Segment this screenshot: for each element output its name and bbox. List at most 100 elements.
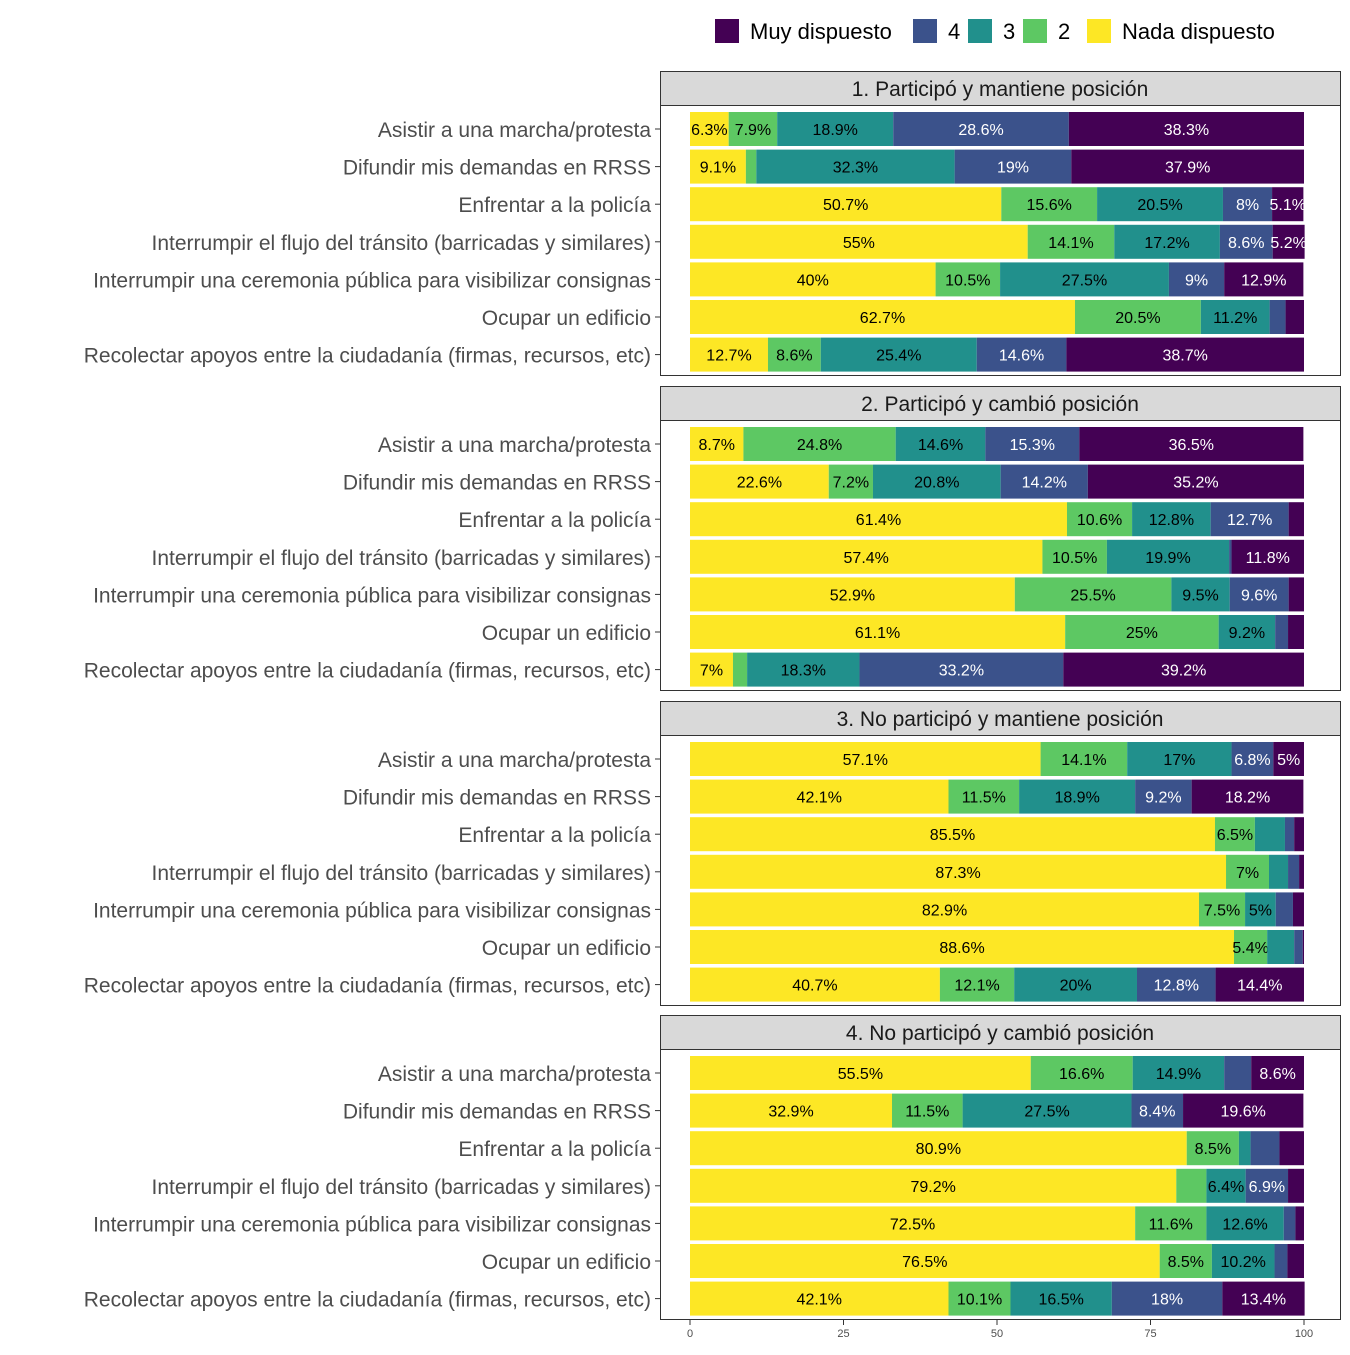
x-tick-label: 100 (1295, 1328, 1313, 1340)
x-tick-label: 25 (837, 1328, 849, 1340)
data-label: 85.5% (930, 827, 975, 844)
data-label: 6.3% (691, 122, 727, 139)
bar-segment (1210, 502, 1289, 537)
data-label: 19.6% (1221, 1104, 1266, 1121)
bar-segment (743, 427, 896, 461)
bar-segment (1074, 300, 1201, 334)
legend-label: 4 (948, 19, 960, 44)
bar-segment (1042, 539, 1107, 574)
data-label: 14.2% (1022, 475, 1067, 492)
bar-segment (1224, 262, 1304, 297)
bar-segment (690, 817, 1215, 852)
bar-segment (690, 615, 1066, 649)
category-label: Interrumpir una ceremonia pública para v… (93, 1213, 651, 1236)
bar-segment (1159, 1244, 1212, 1278)
category-label: Ocupar un edificio (482, 937, 651, 960)
category-label: Asistir a una marcha/protesta (378, 119, 651, 142)
panel-strip (660, 1015, 1341, 1050)
bar-segment (1206, 1206, 1284, 1241)
bar-segment (1068, 112, 1304, 146)
bar-segment (1079, 427, 1304, 461)
bar-segment (1106, 539, 1230, 574)
data-label: 5% (1249, 902, 1272, 919)
data-label: 12.7% (706, 348, 751, 365)
bar-segment (690, 464, 829, 499)
data-label: 5.2% (1270, 235, 1306, 252)
bar-segment (1135, 1206, 1207, 1241)
bar-segment (1224, 1056, 1252, 1090)
bar-segment (1222, 1281, 1305, 1316)
category-label: Recolectar apoyos entre la ciudadanía (f… (84, 345, 651, 368)
bar-segment (690, 1281, 949, 1316)
data-label: 10.5% (1052, 550, 1097, 567)
data-label: 35.2% (1173, 475, 1218, 492)
data-label: 8.6% (1259, 1066, 1295, 1083)
data-label: 17% (1163, 752, 1195, 769)
data-label: 11.2% (1213, 310, 1257, 327)
bar-segment (1111, 1281, 1223, 1316)
bar-segment (690, 262, 936, 297)
category-label: Recolectar apoyos entre la ciudadanía (f… (84, 975, 651, 998)
data-label: 11.6% (1149, 1216, 1193, 1233)
bar-segment (1288, 1168, 1304, 1203)
data-label: 22.6% (737, 475, 782, 492)
legend-label: Nada dispuesto (1122, 19, 1275, 44)
data-label: 36.5% (1169, 437, 1214, 454)
bar-segment (1065, 615, 1219, 649)
data-label: 5.4% (1232, 940, 1268, 957)
bar-segment (1269, 854, 1289, 889)
data-label: 18% (1151, 1292, 1183, 1309)
bar-segment (690, 577, 1015, 612)
data-label: 18.9% (1054, 790, 1099, 807)
data-label: 62.7% (860, 310, 905, 327)
category-label: Difundir mis demandas en RRSS (343, 787, 651, 810)
bar-segment (976, 337, 1067, 372)
bar-segment (1001, 187, 1098, 222)
category-label: Difundir mis demandas en RRSS (343, 157, 651, 180)
bar-segment (756, 149, 955, 184)
data-label: 18.9% (813, 122, 858, 139)
bar-segment (1274, 1244, 1288, 1278)
data-label: 27.5% (1024, 1104, 1069, 1121)
bar-segment (1285, 300, 1304, 334)
data-label: 6.4% (1208, 1179, 1244, 1196)
data-label: 18.2% (1225, 790, 1270, 807)
bar-segment (872, 464, 1001, 499)
bar-segment (1040, 742, 1128, 776)
data-label: 42.1% (797, 790, 842, 807)
legend-label: Muy dispuesto (750, 19, 892, 44)
data-label: 14.1% (1061, 752, 1106, 769)
bar-segment (690, 652, 733, 687)
bar-segment (1218, 615, 1276, 649)
category-label: Enfrentar a la policía (458, 1138, 651, 1161)
data-label: 10.6% (1077, 512, 1122, 529)
category-label: Asistir a una marcha/protesta (378, 749, 651, 772)
data-label: 16.5% (1038, 1292, 1083, 1309)
category-label: Interrumpir una ceremonia pública para v… (93, 584, 651, 607)
bar-segment (1191, 779, 1304, 814)
data-label: 20.5% (1115, 310, 1160, 327)
bar-segment (1199, 892, 1246, 927)
data-label: 27.5% (1062, 272, 1107, 289)
bar-segment (1114, 224, 1220, 259)
bar-segment (1294, 817, 1304, 852)
data-label: 12.8% (1154, 978, 1199, 995)
bar-segment (1014, 577, 1172, 612)
bar-segment (892, 1093, 963, 1128)
category-label: Ocupar un edificio (482, 1251, 651, 1274)
bar-segment (1245, 892, 1276, 927)
data-label: 88.6% (939, 940, 984, 957)
bar-segment (1136, 967, 1216, 1002)
bar-segment (1245, 1168, 1289, 1203)
bar-segment (1226, 854, 1270, 889)
bar-segment (1214, 817, 1255, 852)
bar-segment (767, 337, 821, 372)
data-label: 20.8% (914, 475, 959, 492)
bar-segment (895, 427, 986, 461)
legend-swatch (913, 19, 937, 43)
bar-segment (690, 187, 1002, 222)
bar-segment (1132, 1056, 1225, 1090)
bar-segment (1087, 464, 1304, 499)
bar-segment (1294, 930, 1303, 964)
